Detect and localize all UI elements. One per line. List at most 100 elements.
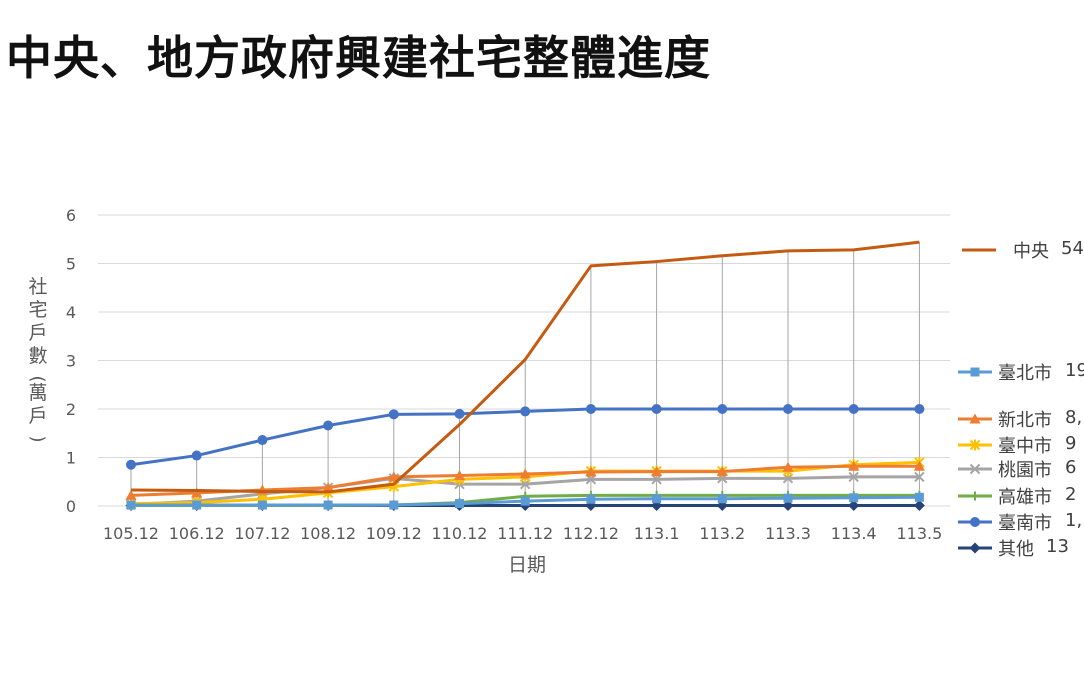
y-tick-label: 2: [66, 400, 76, 419]
y-axis-title-char: (: [27, 375, 48, 382]
y-axis-title-char: ): [27, 435, 48, 442]
x-tick-label: 113.5: [896, 524, 942, 543]
x-tick-label: 113.2: [699, 524, 745, 543]
x-tick-label: 105.12: [103, 524, 159, 543]
data-point: [913, 460, 925, 471]
x-tick-label: 113.4: [831, 524, 877, 543]
legend-value: 19: [1065, 360, 1084, 381]
data-point: [913, 500, 925, 512]
series-line: [130, 240, 920, 494]
data-point: [126, 500, 136, 510]
legend-marker: [969, 463, 981, 475]
legend-item: 中央 54: [962, 238, 1084, 262]
x-tick-label: 113.1: [634, 524, 680, 543]
y-tick-label: 6: [66, 206, 76, 225]
data-point: [783, 404, 793, 414]
data-point: [652, 494, 662, 504]
data-point: [651, 466, 663, 477]
x-tick-label: 107.12: [234, 524, 290, 543]
legend-label: 中央: [1013, 241, 1049, 262]
data-point: [454, 469, 465, 480]
data-point: [651, 404, 662, 414]
series-臺北市: [126, 492, 924, 510]
data-point: [782, 500, 794, 512]
data-point: [585, 404, 596, 414]
data-point: [783, 493, 793, 503]
legend-value: 2: [1065, 484, 1076, 505]
y-tick-label: 1: [66, 449, 76, 468]
data-point: [520, 406, 531, 417]
data-point: [389, 500, 399, 510]
legend-value: 9: [1065, 433, 1076, 454]
data-point: [849, 493, 859, 503]
x-tick-label: 111.12: [497, 524, 553, 543]
data-point: [519, 468, 531, 479]
data-point: [191, 487, 203, 498]
legend-label: 臺中市: [998, 436, 1052, 457]
data-point: [323, 420, 334, 431]
x-tick-label: 112.12: [563, 524, 619, 543]
data-point: [914, 471, 925, 483]
page-title: 中央、地方政府興建社宅整體進度: [6, 31, 711, 85]
data-point: [191, 450, 202, 461]
y-tick-label: 0: [66, 497, 76, 516]
x-tick-label: 110.12: [432, 524, 488, 543]
legend-value: 54: [1061, 238, 1084, 259]
series-lines: [125, 240, 925, 512]
legend-marker: [970, 517, 980, 527]
legend: 中央 54 臺北市 19 新北市 8, 臺中市 9 桃園市 6 高雄市 2 臺南市 1, 其他 13: [958, 238, 1084, 560]
data-point: [257, 500, 267, 510]
y-axis-title-char: 宅: [28, 299, 47, 321]
y-axis-title-char: 戶: [28, 405, 47, 427]
y-tick-label: 3: [66, 352, 76, 371]
legend-item: 高雄市 2: [958, 484, 1076, 508]
data-point: [388, 409, 399, 420]
legend-marker: [969, 413, 981, 424]
x-tick-label: 113.3: [765, 524, 811, 543]
data-point: [322, 482, 334, 493]
y-axis-title-char: 數: [28, 345, 47, 367]
y-tick-label: 5: [66, 255, 76, 274]
data-point: [782, 461, 794, 472]
x-axis-ticks: 105.12 106.12 107.12 108.12 109.12 110.12 111.…: [103, 524, 942, 543]
legend-item: 臺北市 19: [958, 360, 1084, 384]
data-point: [585, 466, 597, 477]
x-tick-label: 106.12: [169, 524, 225, 543]
data-point: [257, 435, 268, 446]
legend-item: 新北市 8,: [958, 407, 1082, 431]
data-point: [388, 471, 400, 482]
x-axis-title: 日期: [508, 554, 546, 576]
legend-label: 臺南市: [998, 513, 1052, 534]
legend-label: 臺北市: [998, 363, 1052, 384]
legend-item: 其他 13: [958, 536, 1069, 560]
data-point: [848, 471, 859, 483]
data-point: [192, 500, 202, 510]
y-tick-label: 4: [66, 303, 76, 322]
legend-label: 桃園市: [998, 460, 1052, 481]
data-point: [716, 466, 728, 477]
legend-label: 新北市: [998, 410, 1052, 431]
data-point: [586, 494, 596, 504]
y-axis-ticks: 0 1 2 3 4 5 6: [66, 206, 76, 516]
y-axis-title-char: 戶: [28, 322, 47, 344]
data-point: [323, 500, 333, 510]
legend-value: 1,: [1065, 510, 1082, 531]
legend-item: 臺南市 1,: [958, 510, 1082, 534]
data-point: [520, 496, 530, 506]
legend-marker: [969, 439, 981, 451]
data-point: [651, 474, 662, 485]
y-axis-title-char: 社: [28, 276, 47, 298]
legend-item: 臺中市 9: [958, 433, 1076, 457]
data-point: [125, 489, 137, 500]
x-tick-label: 109.12: [366, 524, 422, 543]
data-point: [848, 460, 860, 471]
legend-marker: [970, 491, 980, 501]
legend-marker: [970, 367, 980, 377]
legend-label: 其他: [998, 539, 1034, 560]
legend-label: 高雄市: [998, 487, 1052, 508]
legend-item: 桃園市 6: [958, 457, 1076, 481]
y-axis-title-char: 萬: [28, 382, 47, 404]
x-tick-label: 108.12: [300, 524, 356, 543]
